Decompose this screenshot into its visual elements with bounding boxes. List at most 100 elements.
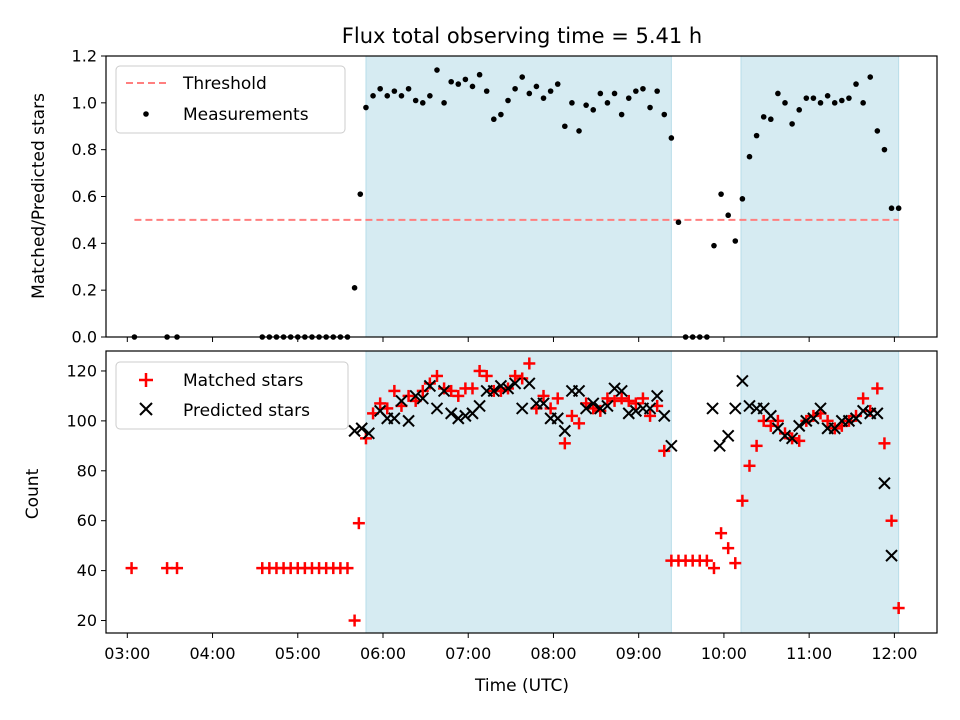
predicted-stars-point [729, 402, 742, 415]
x-tick-label: 05:00 [275, 644, 321, 663]
predicted-stars-point [885, 549, 898, 562]
matched-stars-point [416, 384, 429, 397]
predicted-stars-point [416, 392, 429, 405]
matched-stars-point [885, 514, 898, 527]
matched-stars-point [707, 562, 720, 575]
predicted-stars-point [807, 412, 820, 425]
predicted-stars-point [587, 397, 600, 410]
predicted-stars-point [778, 429, 792, 443]
measurement-point [853, 81, 859, 87]
measurement-point [633, 88, 639, 94]
predicted-stars-point [579, 402, 593, 415]
measurement-point [469, 83, 476, 90]
measurement-point [732, 238, 739, 244]
x-stroke-b [665, 439, 678, 453]
measurement-point [760, 114, 767, 120]
x-stroke-b [348, 424, 361, 438]
x-stroke-b [402, 414, 415, 428]
measurement-point [512, 85, 518, 92]
measurement-point [888, 205, 895, 212]
measurement-point [625, 95, 632, 101]
measurement-point [491, 116, 497, 123]
bottom-y-tick-label: 40 [77, 561, 97, 580]
bottom-y-tick-label: 120 [66, 361, 97, 380]
predicted-stars-point [487, 384, 501, 398]
x-stroke-b [452, 412, 465, 425]
matched-stars-point [636, 392, 649, 405]
measurement-point [590, 107, 597, 113]
bottom-panel: 20 40 60 80 100 120 03:00 04:00 05:00 06:00 07:00 0… [66, 350, 938, 663]
predicted-stars-point [785, 432, 799, 445]
matched-stars-legend-swatch [139, 373, 153, 387]
predicted-stars-point [558, 424, 572, 438]
top-y-tick-label: 0.8 [72, 140, 97, 159]
x-stroke-b [572, 384, 586, 398]
x-stroke-b [871, 407, 884, 420]
matched-stars-point [573, 417, 586, 430]
measurement-point [768, 116, 774, 123]
predicted-stars-point [615, 384, 628, 398]
measurement-point [739, 196, 746, 202]
x-stroke-b [807, 412, 820, 425]
matched-stars-point [743, 459, 756, 472]
x-stroke-b [706, 402, 719, 415]
measurement-point [867, 74, 874, 80]
x-stroke-b [388, 412, 401, 425]
x-stroke-b [355, 422, 368, 435]
matched-stars-point [348, 614, 361, 627]
matched-stars-point [388, 384, 401, 397]
measurement-point [881, 146, 888, 153]
measurement-point [547, 88, 554, 94]
measurement-point [647, 104, 653, 111]
predicted-stars-point [608, 382, 621, 395]
matched-stars-point [537, 389, 550, 402]
matched-stars-point [423, 377, 436, 390]
predicted-stars-point [629, 404, 643, 418]
measurement-point [505, 97, 511, 104]
matched-stars-point [551, 392, 564, 405]
measurement-point [412, 97, 419, 104]
matched-stars-point [516, 372, 529, 385]
bottom-y-tick-label: 80 [77, 461, 97, 480]
x-stroke-b [558, 424, 572, 438]
measurement-point [519, 74, 526, 80]
matched-stars-point [445, 384, 458, 397]
measurement-point [351, 285, 358, 291]
measurement-point [824, 93, 831, 99]
x-stroke-b [594, 402, 607, 415]
x-stroke-b [416, 392, 429, 405]
x-stroke-b [437, 384, 451, 398]
x-stroke-b [608, 382, 621, 395]
matched-stars-point [715, 527, 728, 540]
predicted-stars-point [601, 399, 614, 413]
x-stroke-b [729, 402, 742, 415]
predicted-stars-point [814, 402, 827, 415]
measurement-point [604, 100, 611, 106]
predicted-stars-point [622, 407, 635, 420]
predicted-stars-point [572, 384, 586, 398]
x-stroke-b [487, 384, 501, 398]
predicted-stars-point [388, 412, 401, 425]
top-shaded-interval [365, 55, 672, 338]
matched-stars-point [359, 432, 372, 445]
measurement-point [357, 191, 364, 197]
matched-stars-point [871, 382, 884, 395]
top-shaded-interval [740, 55, 900, 338]
matched-stars-point [878, 437, 891, 450]
measurement-point [597, 90, 604, 97]
x-stroke-b [430, 402, 444, 415]
matched-stars-point [565, 409, 578, 422]
top-legend: Threshold Measurements [115, 65, 346, 134]
x-stroke-b [473, 399, 486, 413]
bottom-y-tick-label: 20 [77, 611, 97, 630]
matched-stars-point [615, 392, 628, 405]
measurement-point [476, 71, 483, 78]
predicted-stars-point [348, 424, 361, 438]
predicted-stars-point [362, 427, 376, 440]
predicted-stars-legend-label: Predicted stars [183, 401, 310, 421]
measurements-legend-swatch [143, 111, 149, 117]
measurement-point [810, 95, 817, 101]
predicted-stars-point [721, 429, 735, 443]
predicted-stars-point [856, 404, 870, 418]
